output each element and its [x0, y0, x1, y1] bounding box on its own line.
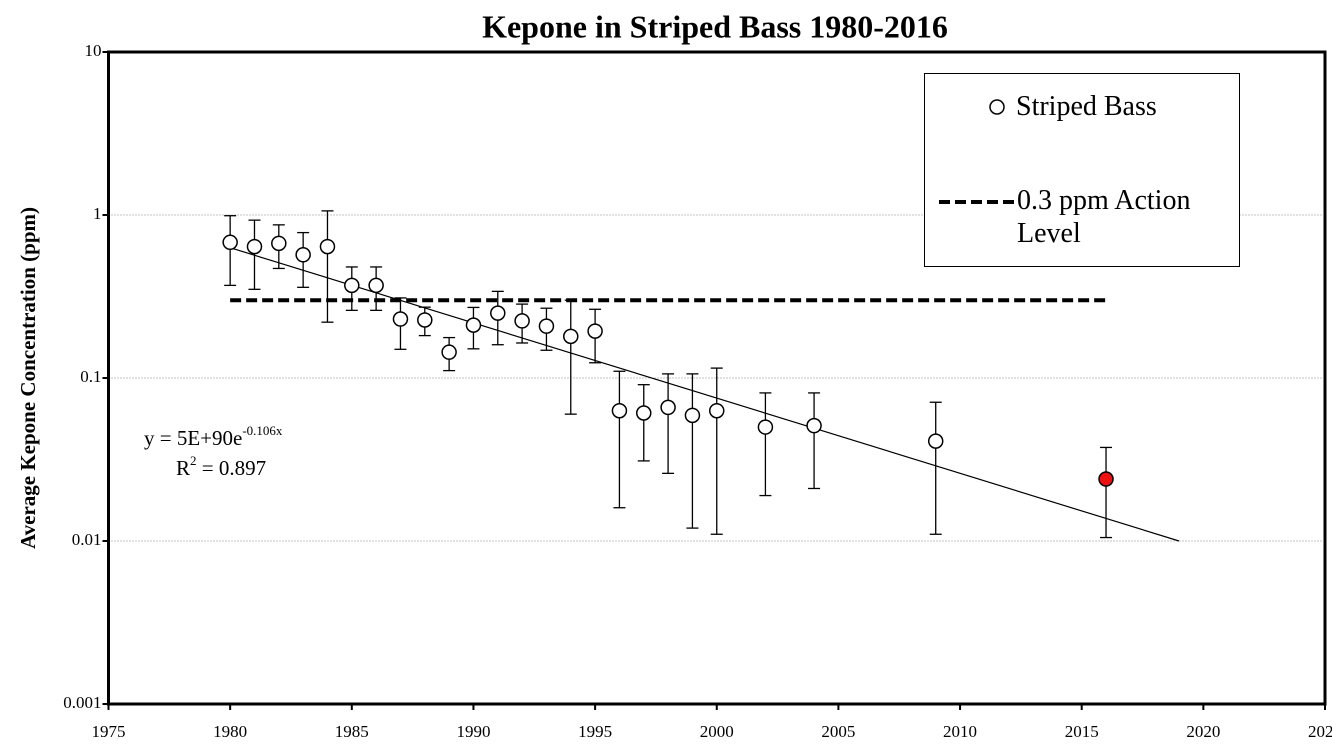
- error-bar: [564, 299, 577, 415]
- data-point: [563, 328, 579, 345]
- data-point: [757, 419, 774, 435]
- x-tick-label: 2025: [1308, 722, 1332, 741]
- data-point: [271, 235, 287, 252]
- data-point: [611, 402, 628, 419]
- x-tick-label: 1980: [213, 722, 247, 741]
- data-point: [344, 277, 360, 294]
- error-bar: [321, 210, 334, 323]
- y-tick-label: 1: [93, 204, 102, 223]
- x-tick-label: 2015: [1065, 722, 1099, 741]
- x-tick-label: 2010: [943, 722, 977, 741]
- legend: Striped Bass 0.3 ppm Action Level: [924, 73, 1240, 267]
- data-point: [319, 238, 336, 255]
- data-point: [927, 433, 944, 449]
- y-tick-label: 0.1: [80, 367, 101, 386]
- legend-symbols: [939, 99, 1017, 204]
- data-point: [538, 318, 555, 334]
- x-tick-label: 1985: [335, 722, 369, 741]
- r-squared-base: R: [176, 456, 190, 480]
- x-tick-label: 2005: [821, 722, 855, 741]
- data-point: [1098, 471, 1114, 487]
- error-bar: [759, 392, 772, 497]
- error-bar: [248, 219, 261, 290]
- error-bar: [710, 367, 723, 535]
- trendline: [229, 247, 1180, 542]
- x-tick-label: 2020: [1186, 722, 1220, 741]
- data-point: [490, 305, 506, 321]
- error-bar: [686, 373, 699, 529]
- x-tick-label: 2000: [700, 722, 734, 741]
- legend-label: Striped Bass: [1016, 91, 1157, 122]
- legend-label: 0.3 ppm Action Level: [1017, 185, 1191, 249]
- plot-frame: [107, 50, 1327, 706]
- data-point: [417, 312, 433, 328]
- data-point: [222, 234, 238, 251]
- data-point: [246, 238, 263, 255]
- data-point: [806, 417, 822, 434]
- y-tick-label: 10: [85, 41, 102, 60]
- x-tick-label: 1990: [456, 722, 490, 741]
- error-bar: [637, 384, 650, 462]
- y-tick-label: 0.01: [72, 530, 102, 549]
- data-point: [392, 311, 409, 327]
- error-bar: [224, 215, 237, 287]
- error-bar: [929, 401, 942, 535]
- data-point: [636, 405, 652, 421]
- x-tick-label: 1975: [92, 722, 126, 741]
- y-axis-label: Average Kepone Concentration (ppm): [16, 207, 40, 549]
- x-tick-label: 1995: [578, 722, 612, 741]
- error-bar: [662, 373, 675, 475]
- data-point: [660, 399, 676, 416]
- data-point: [295, 247, 311, 263]
- r-squared-rest: = 0.897: [197, 456, 267, 480]
- data-point: [441, 344, 457, 360]
- data-point: [587, 323, 603, 339]
- data-point: [514, 313, 530, 329]
- equation-exponent: -0.106x: [242, 423, 283, 438]
- chart-title: Kepone in Striped Bass 1980-2016: [482, 8, 948, 44]
- equation-base: y = 5E+90e: [144, 426, 242, 450]
- error-bar: [808, 392, 821, 490]
- data-point: [465, 317, 482, 333]
- data-point: [368, 277, 384, 294]
- error-bar: [1100, 446, 1113, 539]
- legend-marker: [989, 99, 1005, 115]
- trendline-equation: y = 5E+90e-0.106x: [144, 423, 283, 450]
- r-squared-exponent: 2: [190, 453, 197, 468]
- y-tick-label: 0.001: [63, 693, 101, 712]
- r-squared: R2 = 0.897: [176, 453, 266, 480]
- error-bar: [613, 370, 626, 509]
- data-point: [684, 407, 701, 424]
- data-point: [709, 402, 725, 419]
